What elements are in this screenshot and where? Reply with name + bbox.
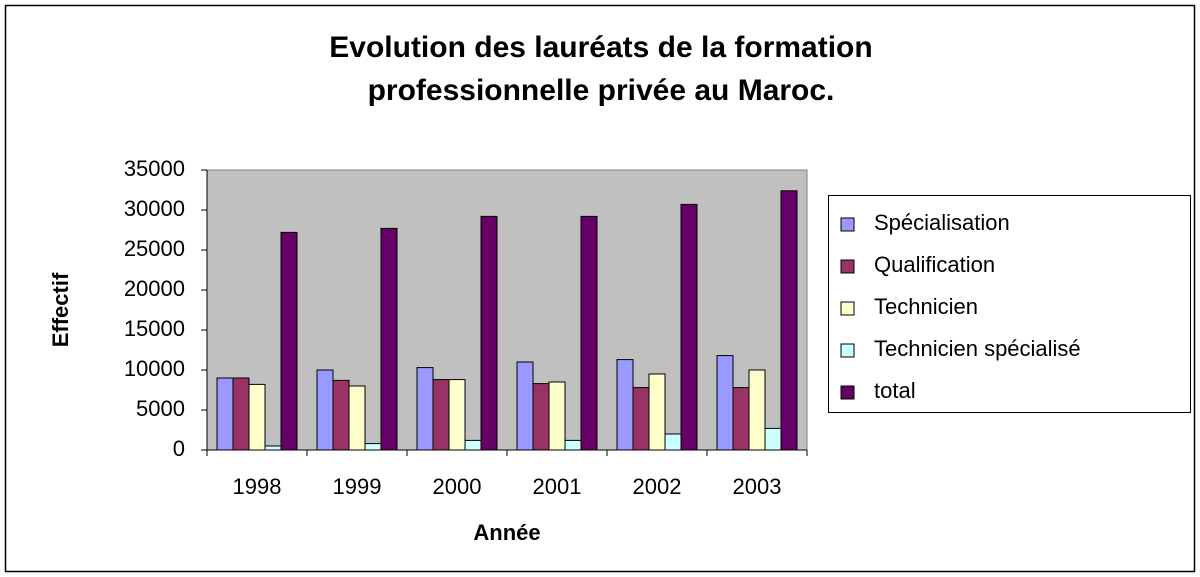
bar bbox=[632, 387, 650, 451]
legend-swatch bbox=[840, 343, 855, 358]
bar bbox=[616, 359, 634, 451]
bar bbox=[532, 383, 550, 451]
legend-label: Technicien spécialisé bbox=[874, 336, 1081, 361]
bar bbox=[680, 203, 698, 451]
bar bbox=[548, 381, 566, 451]
y-axis-label: Effectif bbox=[48, 272, 73, 347]
bar bbox=[332, 379, 350, 451]
bar bbox=[316, 369, 334, 451]
bar bbox=[580, 215, 598, 451]
bar bbox=[232, 377, 250, 451]
bar bbox=[248, 383, 266, 451]
bar bbox=[432, 379, 450, 451]
x-tick-label: 1999 bbox=[333, 474, 382, 499]
legend-swatch bbox=[840, 301, 855, 316]
bar bbox=[264, 445, 282, 451]
x-tick-label: 2000 bbox=[433, 474, 482, 499]
bar bbox=[648, 373, 666, 451]
bar bbox=[764, 427, 782, 451]
y-tick-label: 10000 bbox=[124, 356, 185, 381]
y-tick-label: 25000 bbox=[124, 236, 185, 261]
bar bbox=[516, 361, 534, 451]
y-tick-label: 30000 bbox=[124, 196, 185, 221]
bar bbox=[716, 355, 734, 451]
bar bbox=[780, 190, 798, 451]
y-tick-label: 0 bbox=[173, 436, 185, 461]
bar bbox=[348, 385, 366, 451]
x-axis-label: Année bbox=[473, 520, 540, 545]
y-tick-label: 5000 bbox=[136, 396, 185, 421]
x-tick-label: 2001 bbox=[533, 474, 582, 499]
legend-label: Qualification bbox=[874, 252, 995, 277]
bar bbox=[280, 231, 298, 451]
bar bbox=[448, 379, 466, 451]
x-tick-label: 2002 bbox=[633, 474, 682, 499]
bar bbox=[732, 387, 750, 451]
legend-swatch bbox=[840, 217, 855, 232]
y-tick-label: 20000 bbox=[124, 276, 185, 301]
bar bbox=[216, 377, 234, 451]
chart-title: Evolution des lauréats de la formation p… bbox=[329, 31, 873, 107]
x-tick-label: 2003 bbox=[733, 474, 782, 499]
bar bbox=[564, 439, 582, 451]
bar bbox=[380, 227, 398, 451]
legend-label: total bbox=[874, 378, 916, 403]
legend-swatch bbox=[840, 385, 855, 400]
bar bbox=[664, 433, 682, 451]
bar bbox=[480, 215, 498, 451]
legend-label: Technicien bbox=[874, 294, 978, 319]
x-tick-label: 1998 bbox=[233, 474, 282, 499]
bar bbox=[364, 443, 382, 451]
legend-box bbox=[828, 195, 1191, 413]
legend-swatch bbox=[840, 259, 855, 274]
plot-area bbox=[206, 169, 808, 451]
y-tick-label: 15000 bbox=[124, 316, 185, 341]
legend-label: Spécialisation bbox=[874, 210, 1010, 235]
bar bbox=[748, 369, 766, 451]
bar bbox=[416, 367, 434, 451]
bar bbox=[464, 439, 482, 451]
y-tick-label: 35000 bbox=[124, 156, 185, 181]
